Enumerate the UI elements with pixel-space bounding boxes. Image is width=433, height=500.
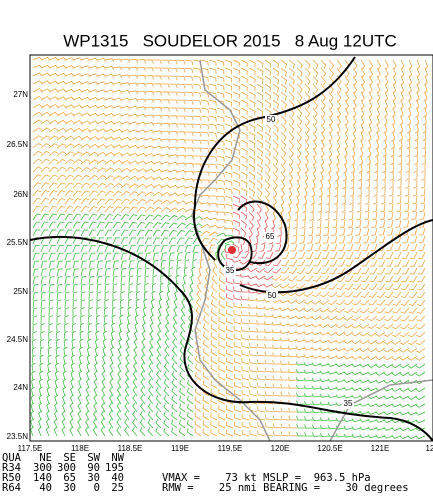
contour-35 (29, 236, 433, 442)
table-cell: 300 (33, 462, 52, 474)
title: WP1315 SOUDELOR 2015 8 Aug 12UTC (63, 31, 397, 50)
lon-label: 119.5E (218, 444, 243, 453)
table-cell: R34 (2, 462, 21, 474)
lat-label: 25N (13, 287, 28, 296)
contour-label-bg (265, 115, 277, 125)
contour-label-bg (342, 399, 354, 409)
contour-label-bg (264, 232, 276, 242)
wind-barbs (30, 56, 429, 440)
table-cell: NE (39, 452, 52, 464)
contour-label: 65 (266, 232, 275, 241)
table-cell: 25 (111, 482, 124, 494)
table-cell: 140 (33, 472, 52, 484)
lat-label: 24.5N (7, 335, 29, 344)
lat-label: 26N (13, 190, 28, 199)
table-cell: 195 (105, 462, 124, 474)
contours (29, 56, 433, 442)
contour-label: 50 (267, 115, 276, 124)
table-cell: 40 (39, 482, 52, 494)
lon-label: 118E (71, 444, 89, 453)
table-cell: 300 (57, 462, 76, 474)
contour-label: 35 (226, 266, 235, 275)
lon-label: 117.5E (18, 444, 43, 453)
table-cell: 0 (94, 482, 100, 494)
lat-label: 25.5N (7, 238, 29, 247)
table-cell: SW (87, 452, 100, 464)
summary-line: RMW = 25 nmi BEARING = 30 degrees (162, 482, 409, 494)
contour-label: 50 (268, 291, 277, 300)
lon-label: 118.5E (118, 444, 143, 453)
barb-group (30, 213, 426, 440)
coastline (329, 379, 433, 442)
table-cell: NW (111, 452, 124, 464)
table-cell: 65 (63, 472, 76, 484)
lon-label: 120E (271, 444, 290, 453)
table-cell: 30 (63, 482, 76, 494)
table-cell: R64 (2, 482, 21, 494)
lon-label: 121E (371, 444, 390, 453)
summary-line: VMAX = 73 kt MSLP = 963.5 hPa (162, 472, 371, 484)
plot-frame (29, 54, 433, 442)
lat-label: 27N (13, 90, 28, 99)
table-cell: SE (63, 452, 76, 464)
barb-group (32, 56, 429, 437)
lat-label: 23.5N (7, 432, 29, 441)
storm-center (228, 246, 236, 254)
lon-label: 12 (426, 444, 433, 453)
lat-label: 24N (13, 383, 28, 392)
lat-label: 26.5N (7, 140, 29, 149)
table-cell: R50 (2, 472, 21, 484)
contour-label: 35 (344, 399, 353, 408)
contour-50 (193, 56, 356, 261)
contour-65 (237, 200, 288, 265)
lon-label: 120.5E (317, 444, 342, 453)
table-cell: 90 (87, 462, 100, 474)
table-cell: QUA (2, 452, 22, 464)
contour-label-bg (224, 266, 236, 276)
lon-label: 119E (171, 444, 189, 453)
labels: 27N 26.5N 26N 25.5N 25N 24.5N 24N 23.5N 117.5E 11… (2, 90, 433, 494)
contour-35-inner (217, 236, 253, 272)
table-cell: 40 (111, 472, 124, 484)
contour-label-bg (266, 291, 278, 301)
barb-group (223, 195, 282, 301)
table-cell: 30 (87, 472, 100, 484)
